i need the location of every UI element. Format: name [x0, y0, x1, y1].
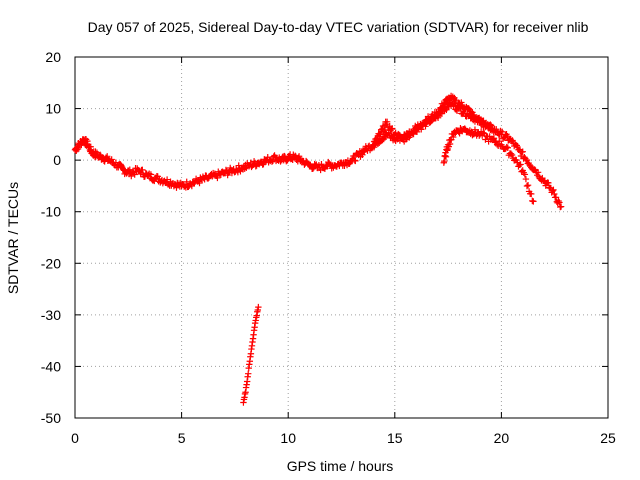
- data-point: [352, 157, 359, 165]
- data-point: [522, 175, 530, 183]
- data-point: [552, 194, 560, 201]
- grid: [75, 57, 608, 418]
- plot-border: [74, 56, 609, 419]
- data-point: [139, 166, 146, 174]
- x-tick-label: 5: [178, 430, 186, 446]
- y-tick-label: -20: [41, 255, 61, 271]
- y-tick-label: -40: [41, 358, 61, 374]
- data-point: [436, 110, 443, 117]
- data-point: [147, 171, 155, 178]
- data-point: [108, 156, 115, 163]
- data-point: [446, 140, 454, 148]
- plot-frame: [74, 56, 609, 419]
- data-point: [435, 109, 442, 116]
- data-point: [490, 135, 498, 142]
- data-point: [551, 190, 558, 198]
- x-tick-label: 25: [600, 430, 616, 446]
- data-points: [71, 92, 565, 406]
- data-point: [318, 161, 325, 168]
- y-tick-label: -50: [41, 410, 61, 426]
- data-point: [268, 158, 276, 165]
- data-point: [183, 178, 190, 186]
- x-tick-label: 0: [71, 430, 79, 446]
- data-point: [389, 125, 396, 132]
- x-tick-label: 10: [280, 430, 296, 446]
- data-point: [471, 126, 479, 133]
- data-point: [557, 203, 565, 210]
- data-point: [163, 176, 171, 183]
- data-point: [453, 96, 460, 104]
- x-tick-label: 20: [494, 430, 510, 446]
- data-point: [255, 303, 262, 311]
- data-point: [528, 190, 535, 198]
- y-tick-label: -10: [41, 204, 61, 220]
- data-point: [489, 135, 497, 143]
- x-tick-label: 15: [387, 430, 403, 446]
- data-point: [517, 161, 524, 168]
- data-point: [196, 179, 203, 187]
- data-point: [504, 133, 511, 140]
- data-point: [439, 104, 446, 111]
- y-tick-label: -30: [41, 307, 61, 323]
- data-point: [450, 133, 457, 141]
- data-point: [489, 126, 497, 133]
- data-point: [555, 197, 562, 205]
- data-point: [534, 169, 542, 176]
- data-point: [470, 111, 478, 119]
- data-point: [523, 182, 531, 190]
- data-point: [383, 118, 391, 126]
- data-point: [545, 179, 552, 187]
- y-tick-label: 0: [53, 152, 61, 168]
- data-point: [499, 128, 506, 136]
- data-point: [372, 138, 380, 145]
- y-tick-label: 10: [45, 101, 61, 117]
- data-point: [530, 198, 537, 205]
- y-axis-label: SDTVAR / TECUs: [5, 182, 21, 294]
- data-point: [519, 148, 526, 155]
- x-axis-label: GPS time / hours: [287, 458, 394, 474]
- chart-title: Day 057 of 2025, Sidereal Day-to-day VTE…: [88, 19, 589, 35]
- data-point: [556, 199, 563, 206]
- data-point: [283, 157, 290, 165]
- data-point: [461, 125, 468, 132]
- data-point: [309, 165, 317, 172]
- axis-ticks: 0 5 10 15 20 25 -50 -40 -30 -20 -10 0 10 20: [41, 49, 616, 446]
- data-point: [103, 153, 111, 160]
- data-point: [550, 186, 557, 194]
- data-point: [74, 145, 82, 153]
- data-point: [439, 103, 447, 110]
- data-point: [508, 151, 516, 159]
- data-point: [480, 129, 487, 136]
- y-tick-label: 20: [45, 49, 61, 65]
- data-point: [521, 171, 529, 178]
- data-point: [245, 370, 252, 377]
- data-point: [507, 150, 515, 157]
- data-point: [388, 125, 395, 133]
- data-point: [442, 153, 450, 161]
- data-point: [503, 143, 510, 151]
- data-point: [496, 137, 503, 145]
- data-point: [214, 174, 221, 182]
- data-point: [504, 144, 511, 151]
- data-point: [524, 181, 532, 189]
